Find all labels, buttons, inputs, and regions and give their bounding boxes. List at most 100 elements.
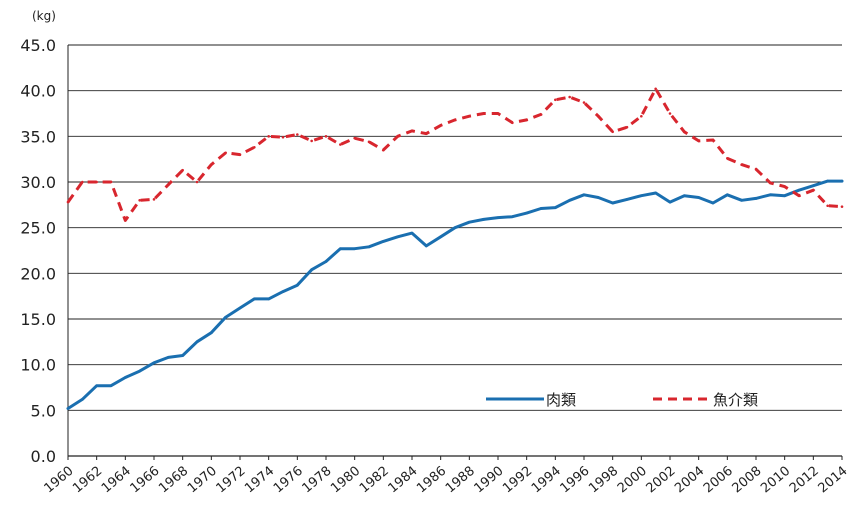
x-tick-label: 1988: [443, 464, 478, 497]
series-layer: [66, 87, 844, 410]
data-point: [496, 112, 500, 115]
data-point: [238, 153, 242, 156]
data-point: [840, 179, 844, 183]
data-point: [453, 226, 457, 229]
data-point: [109, 384, 113, 387]
data-point: [267, 297, 270, 301]
x-tick-label: 1994: [529, 464, 564, 497]
data-point: [95, 384, 98, 387]
x-tick-label: 1998: [586, 464, 621, 497]
data-point: [640, 194, 643, 197]
data-point: [611, 201, 614, 205]
x-tick-label: 2006: [701, 464, 736, 497]
data-point: [826, 179, 829, 183]
data-point: [224, 151, 227, 155]
data-point: [453, 118, 457, 122]
x-tick-label: 1968: [156, 464, 191, 497]
data-point: [812, 184, 815, 187]
data-point: [783, 194, 786, 197]
y-axis-unit-label: (kg): [32, 9, 56, 23]
data-point: [95, 180, 98, 184]
data-point: [224, 315, 227, 319]
data-point: [195, 340, 199, 344]
data-point: [769, 181, 772, 185]
x-tick-label: 1970: [185, 464, 220, 497]
data-point: [582, 101, 586, 104]
data-point: [625, 198, 629, 201]
x-tick-label: 1982: [357, 464, 392, 497]
data-point: [726, 156, 729, 160]
data-point: [554, 206, 557, 209]
data-point: [539, 207, 543, 210]
y-tick-label: 0.0: [31, 447, 56, 466]
data-point: [740, 198, 743, 202]
data-point: [138, 369, 141, 373]
data-point: [382, 240, 385, 243]
data-point: [339, 143, 342, 146]
data-point: [539, 113, 543, 116]
x-tick-label: 2004: [672, 464, 707, 497]
data-point: [124, 376, 127, 379]
data-point: [468, 220, 471, 224]
data-point: [167, 183, 170, 187]
x-tick-label: 1978: [300, 464, 335, 497]
data-point: [281, 135, 285, 139]
data-point: [324, 135, 328, 138]
data-point: [468, 114, 471, 118]
x-tick-label: 1972: [214, 464, 249, 497]
data-point: [769, 193, 772, 197]
data-point: [81, 180, 84, 184]
y-axis-ticks: 0.0 5.0 10.0 15.0 20.0 25.0 30.0 35.0 40.0 45.0: [20, 36, 56, 466]
data-point: [167, 356, 170, 359]
data-point: [654, 87, 657, 91]
y-tick-label: 40.0: [20, 82, 56, 101]
data-point: [711, 201, 715, 205]
x-tick-label: 1976: [271, 464, 306, 497]
x-tick-label: 1984: [386, 464, 421, 497]
data-point: [683, 130, 686, 134]
data-point: [396, 235, 399, 239]
data-point: [482, 112, 485, 115]
y-tick-label: 20.0: [20, 264, 56, 283]
data-point: [511, 121, 514, 124]
data-point: [683, 194, 686, 197]
data-point: [840, 205, 844, 208]
data-point: [597, 114, 600, 118]
x-axis-ticks: 1960196219641966196819701972197419761978…: [42, 456, 851, 496]
series-line-1: [66, 87, 843, 222]
x-tick-label: 2010: [758, 464, 793, 497]
data-point: [711, 138, 715, 142]
data-point: [496, 216, 500, 219]
y-tick-label: 10.0: [20, 356, 56, 375]
data-point: [554, 98, 557, 102]
data-point: [238, 306, 242, 310]
x-tick-label: 1960: [42, 464, 77, 497]
data-point: [210, 331, 213, 335]
legend: 肉類 魚介類: [486, 391, 758, 409]
x-tick-label: 1974: [242, 464, 277, 497]
data-point: [353, 136, 356, 140]
legend-label-0: 肉類: [546, 391, 576, 409]
data-point: [597, 196, 600, 199]
data-point: [324, 260, 328, 263]
y-tick-label: 45.0: [20, 36, 56, 55]
y-tick-label: 35.0: [20, 127, 56, 146]
data-point: [66, 200, 70, 204]
x-tick-label: 1966: [128, 464, 163, 497]
data-point: [267, 135, 270, 138]
data-point: [296, 133, 299, 136]
y-tick-label: 25.0: [20, 219, 56, 238]
data-point: [410, 231, 414, 235]
x-tick-label: 2008: [730, 464, 765, 497]
data-point: [525, 118, 528, 122]
data-point: [439, 124, 442, 127]
x-tick-label: 2014: [816, 464, 851, 497]
data-point: [511, 215, 514, 219]
data-point: [181, 354, 184, 357]
data-point: [482, 218, 485, 221]
x-tick-label: 1980: [328, 464, 363, 497]
x-tick-label: 1964: [99, 464, 134, 497]
data-point: [425, 244, 428, 248]
data-point: [568, 95, 571, 99]
